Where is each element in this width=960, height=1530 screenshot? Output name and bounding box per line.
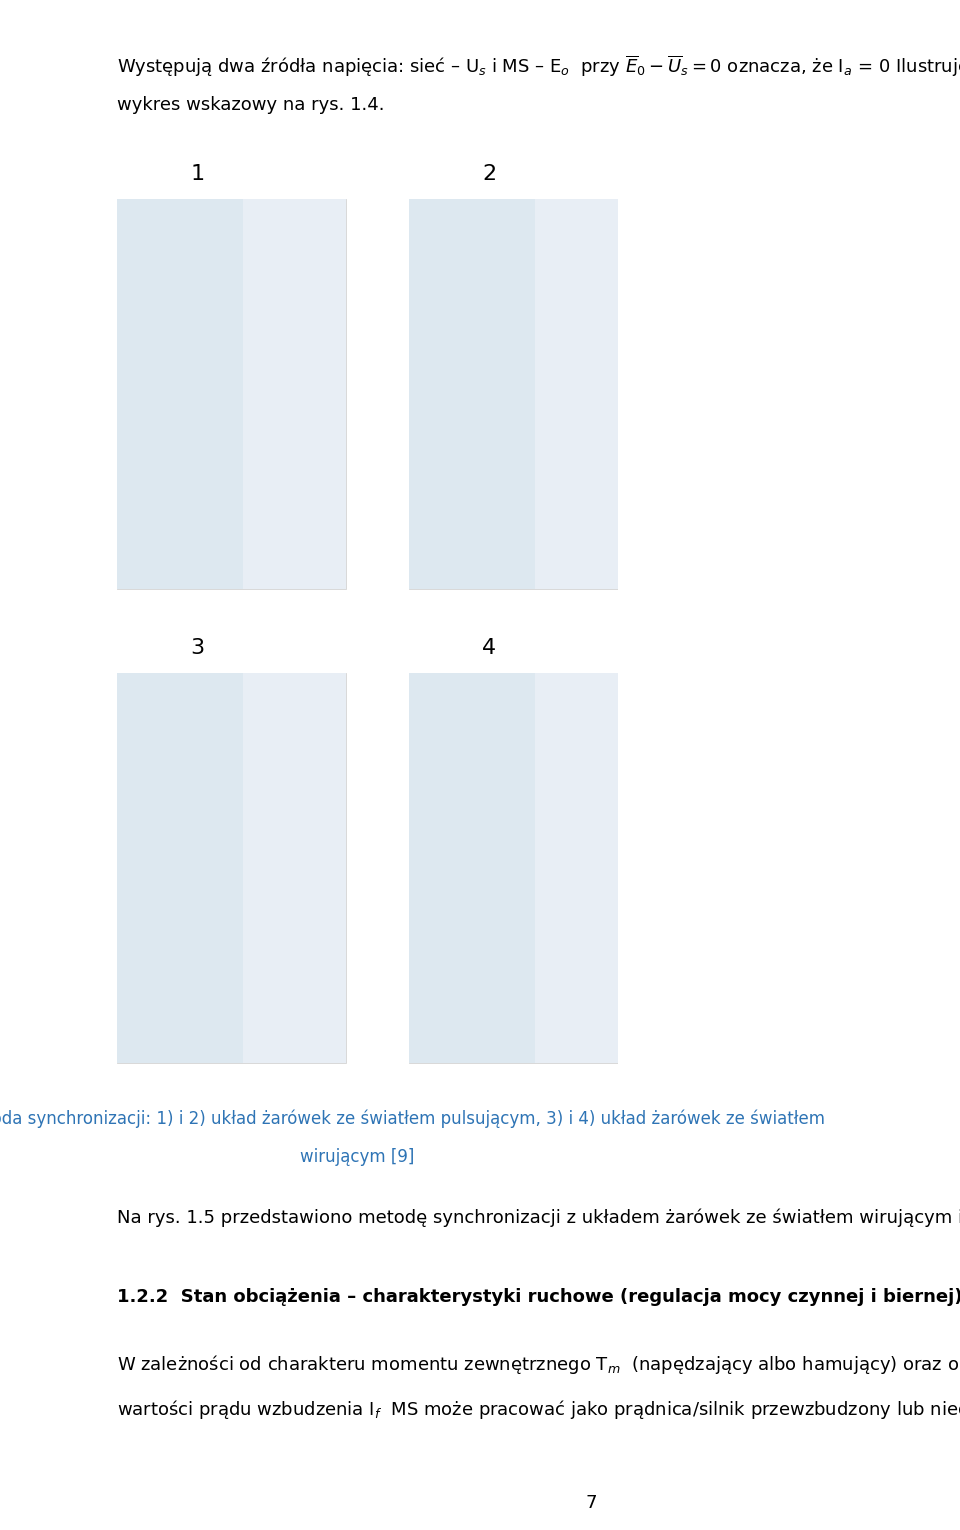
Text: 7: 7 <box>586 1493 597 1512</box>
FancyBboxPatch shape <box>117 199 243 589</box>
Text: wartości prądu wzbudzenia I$_f$  MS może pracować jako prądnica/silnik przewzbud: wartości prądu wzbudzenia I$_f$ MS może … <box>117 1398 960 1421</box>
Text: Na rys. 1.5 przedstawiono metodę synchronizacji z układem żarówek ze światłem wi: Na rys. 1.5 przedstawiono metodę synchro… <box>117 1209 960 1227</box>
FancyBboxPatch shape <box>536 199 638 589</box>
FancyBboxPatch shape <box>117 199 347 589</box>
FancyBboxPatch shape <box>243 199 347 589</box>
Text: 3: 3 <box>190 638 204 658</box>
FancyBboxPatch shape <box>409 673 536 1063</box>
FancyBboxPatch shape <box>536 673 638 1063</box>
FancyBboxPatch shape <box>409 199 638 589</box>
Text: Rys. 1.5 Metoda synchronizacji: 1) i 2) układ żarówek ze światłem pulsującym, 3): Rys. 1.5 Metoda synchronizacji: 1) i 2) … <box>0 1109 825 1128</box>
Text: 4: 4 <box>482 638 496 658</box>
Text: 2: 2 <box>482 164 496 184</box>
FancyBboxPatch shape <box>409 673 638 1063</box>
Text: Występują dwa źródła napięcia: sieć – U$_s$ i MS – E$_o$  przy $\overline{E}_0 -: Występują dwa źródła napięcia: sieć – U$… <box>117 54 960 80</box>
Text: wykres wskazowy na rys. 1.4.: wykres wskazowy na rys. 1.4. <box>117 96 384 115</box>
FancyBboxPatch shape <box>117 673 243 1063</box>
Text: 1: 1 <box>190 164 204 184</box>
FancyBboxPatch shape <box>117 673 347 1063</box>
Text: 1.2.2  Stan obciążenia – charakterystyki ruchowe (regulacja mocy czynnej i biern: 1.2.2 Stan obciążenia – charakterystyki … <box>117 1288 960 1307</box>
Text: wirującym [9]: wirującym [9] <box>300 1148 414 1166</box>
FancyBboxPatch shape <box>243 673 347 1063</box>
FancyBboxPatch shape <box>409 199 536 589</box>
Text: W zależności od charakteru momentu zewnętrznego T$_m$  (napędzający albo hamując: W zależności od charakteru momentu zewnę… <box>117 1353 960 1375</box>
